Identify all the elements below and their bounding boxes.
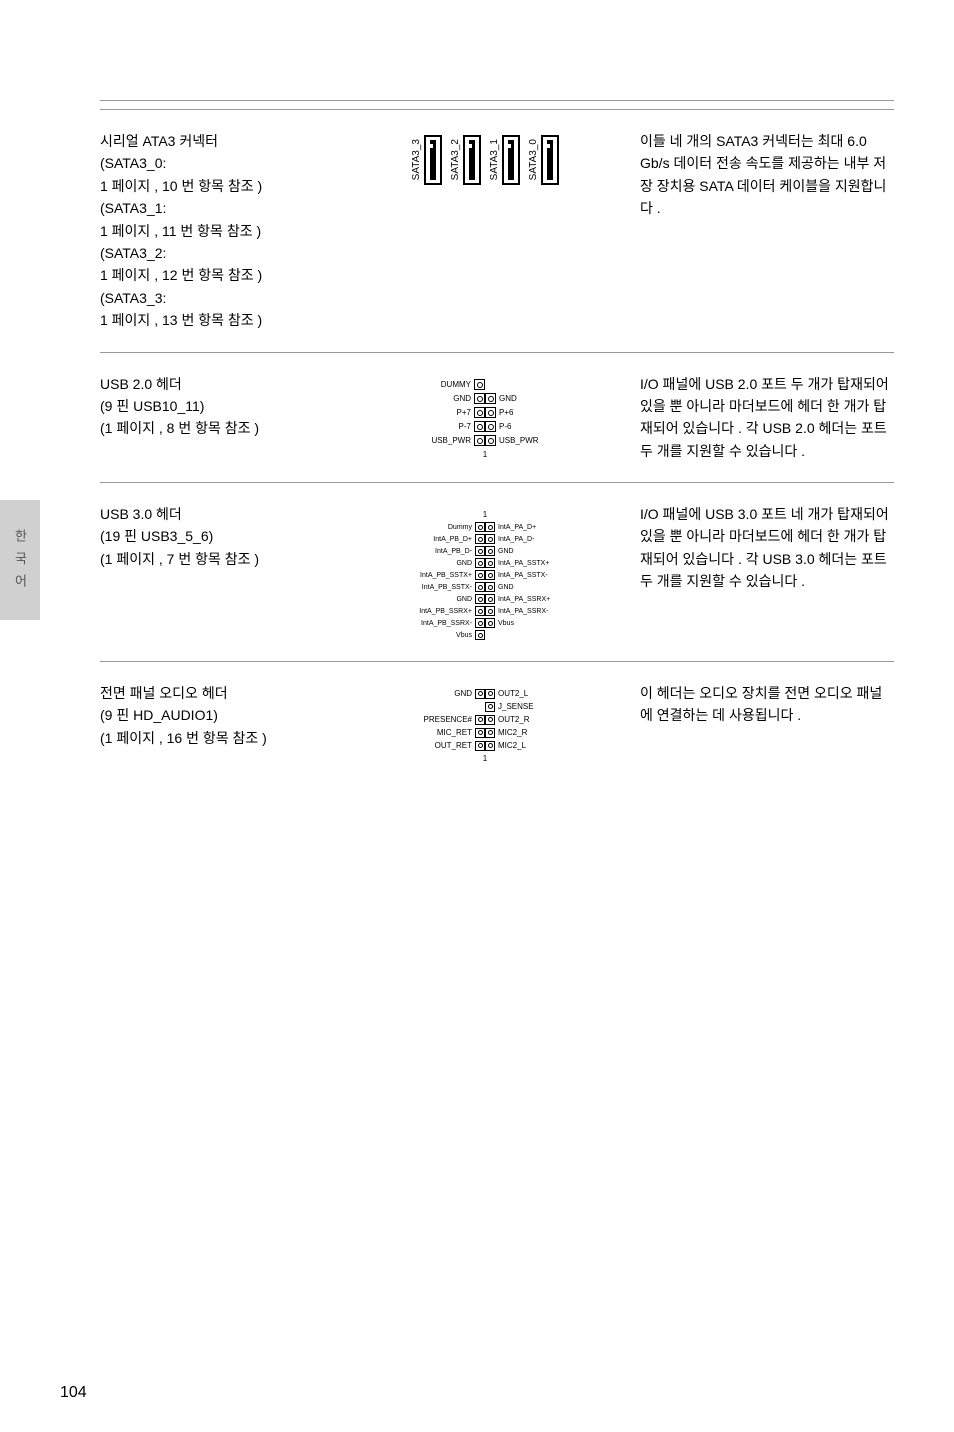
sata-connector: SATA3_3 [411,135,442,185]
pin-label: P+7 [414,408,474,417]
pin-label: IntA_PB_D+ [390,536,475,543]
section-sata: 시리얼 ATA3 커넥터 (SATA3_0: 1 페이지 , 10 번 항목 참… [100,109,894,352]
pin-label: MIC2_L [495,741,570,750]
audio-desc: 이 헤더는 오디오 장치를 전면 오디오 패널에 연결하는 데 사용됩니다 . [640,682,894,763]
pin-label: Vbus [390,632,475,639]
pin-label: GND [495,584,580,591]
pin-label: P-6 [496,422,556,431]
usb30-diagram: 1 Dummy IntA_PA_D+ IntA_PB_D+ IntA_PA_D- I… [330,503,640,641]
sata-line: 1 페이지 , 12 번 항목 참조 ) [100,264,330,286]
usb20-diagram: DUMMY GND GND P+7 P+6 P-7 P-6 USB_PWR [330,373,640,463]
sata-line: (SATA3_1: [100,197,330,219]
pin-label: USB_PWR [414,436,474,445]
sata-line: 1 페이지 , 11 번 항목 참조 ) [100,220,330,242]
sata-connector: SATA3_2 [450,135,481,185]
pin-label: IntA_PA_SSRX+ [495,596,580,603]
usb20-line: (9 핀 USB10_11) [100,395,330,417]
sata-label: SATA3_2 [450,139,461,180]
pin-label: Dummy [390,524,475,531]
pin-label: GND [390,560,475,567]
pin-label: Vbus [495,620,580,627]
pin-1-marker: 1 [365,510,605,519]
sata-line: (SATA3_2: [100,242,330,264]
pin-label: MIC2_R [495,728,570,737]
pin-label: USB_PWR [496,436,556,445]
audio-left: 전면 패널 오디오 헤더 (9 핀 HD_AUDIO1) (1 페이지 , 16… [100,682,330,763]
sata-line: 1 페이지 , 13 번 항목 참조 ) [100,309,330,331]
audio-diagram: GND OUT2_L J_SENSE PRESENCE# OUT2_R MIC_RE… [330,682,640,763]
pin-label: IntA_PB_D- [390,548,475,555]
pin-label: IntA_PA_SSTX+ [495,560,580,567]
usb20-title: USB 2.0 헤더 [100,373,330,395]
pin-label: PRESENCE# [400,715,475,724]
pin-label: IntA_PA_SSRX- [495,608,580,615]
audio-title: 전면 패널 오디오 헤더 [100,682,330,704]
pin-label: IntA_PA_D+ [495,524,580,531]
sata-line: (SATA3_0: [100,152,330,174]
pin-label: IntA_PB_SSTX+ [390,572,475,579]
pin-label: P+6 [496,408,556,417]
sata-label: SATA3_1 [489,139,500,180]
pin-label: IntA_PB_SSTX- [390,584,475,591]
usb30-desc: I/O 패널에 USB 3.0 포트 네 개가 탑재되어 있을 뿐 아니라 마더… [640,503,894,641]
audio-line: (9 핀 HD_AUDIO1) [100,704,330,726]
pin-label: GND [390,596,475,603]
sata-desc: 이들 네 개의 SATA3 커넥터는 최대 6.0 Gb/s 데이터 전송 속도… [640,130,894,332]
sata-label: SATA3_0 [528,139,539,180]
pin-label: GND [496,394,556,403]
sata-line: 1 페이지 , 10 번 항목 참조 ) [100,175,330,197]
pin-label: DUMMY [414,380,474,389]
sata-left: 시리얼 ATA3 커넥터 (SATA3_0: 1 페이지 , 10 번 항목 참… [100,130,330,332]
usb20-line: (1 페이지 , 8 번 항목 참조 ) [100,417,330,439]
pin-label: OUT_RET [400,741,475,750]
pin-label: MIC_RET [400,728,475,737]
pin-label: P-7 [414,422,474,431]
usb20-desc: I/O 패널에 USB 2.0 포트 두 개가 탑재되어 있을 뿐 아니라 마더… [640,373,894,463]
top-divider [100,100,894,101]
sata-connector: SATA3_1 [489,135,520,185]
section-audio: 전면 패널 오디오 헤더 (9 핀 HD_AUDIO1) (1 페이지 , 16… [100,661,894,783]
pin-label: IntA_PB_SSRX- [390,620,475,627]
pin-1-marker: 1 [395,450,575,459]
usb30-line: (19 핀 USB3_5_6) [100,525,330,547]
pin-label: IntA_PA_SSTX- [495,572,580,579]
pin-label: OUT2_L [495,689,570,698]
section-usb30: USB 3.0 헤더 (19 핀 USB3_5_6) (1 페이지 , 7 번 … [100,482,894,661]
usb30-title: USB 3.0 헤더 [100,503,330,525]
sata-line: (SATA3_3: [100,287,330,309]
pin-label: GND [400,689,475,698]
pin-label: GND [414,394,474,403]
pin-label: J_SENSE [495,702,570,711]
section-usb20: USB 2.0 헤더 (9 핀 USB10_11) (1 페이지 , 8 번 항… [100,352,894,483]
pin-label: IntA_PA_D- [495,536,580,543]
page-number: 104 [60,1384,87,1402]
audio-line: (1 페이지 , 16 번 항목 참조 ) [100,727,330,749]
sata-title: 시리얼 ATA3 커넥터 [100,130,330,152]
sata-connector: SATA3_0 [528,135,559,185]
pin-1-marker: 1 [375,754,595,763]
sata-label: SATA3_3 [411,139,422,180]
pin-label: IntA_PB_SSRX+ [390,608,475,615]
sata-diagram: SATA3_3 SATA3_2 SATA3_1 SATA3_0 [330,130,640,332]
side-tab: 한 국 어 [0,500,40,620]
usb20-left: USB 2.0 헤더 (9 핀 USB10_11) (1 페이지 , 8 번 항… [100,373,330,463]
usb30-line: (1 페이지 , 7 번 항목 참조 ) [100,548,330,570]
usb30-left: USB 3.0 헤더 (19 핀 USB3_5_6) (1 페이지 , 7 번 … [100,503,330,641]
pin-label: OUT2_R [495,715,570,724]
pin-label: GND [495,548,580,555]
